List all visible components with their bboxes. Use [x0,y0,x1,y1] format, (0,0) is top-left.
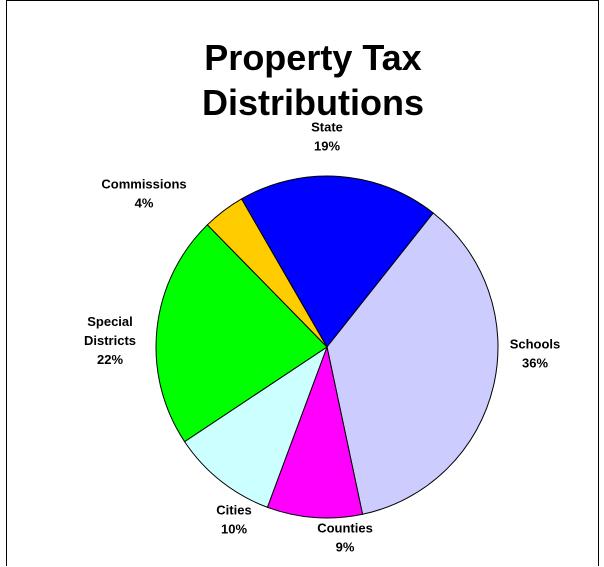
slice-name: Schools [510,337,561,352]
slice-percent: 19% [314,139,340,154]
slice-percent: 9% [336,540,355,555]
slice-name: Special [87,314,133,329]
slice-label-schools: Schools 36% [510,337,561,371]
chart-title-line-2: Distributions [202,82,424,123]
pie-slice-schools [326,212,499,515]
slice-label-special-districts: Special Districts 22% [84,314,136,367]
slice-name: Cities [216,503,251,518]
slice-name: State [311,120,343,135]
slice-name: Commissions [101,177,186,192]
pie-slice-counties [266,345,364,519]
slice-percent: 36% [522,356,548,371]
slice-percent: 10% [221,522,247,537]
pie-slice-state [240,175,434,348]
slice-label-cities: Cities 10% [216,503,251,537]
pie-slice-cities [183,345,329,508]
slice-label-state: State 19% [311,120,343,154]
pie-slices [155,175,499,519]
slice-name: Districts [84,333,136,348]
slice-name: Counties [317,521,373,536]
slice-percent: 4% [135,196,154,211]
pie-slice-commissions [206,198,328,348]
chart-title-line-1: Property Tax [204,37,421,78]
pie-slice-special-districts [155,224,328,443]
slice-labels: State 19% Schools 36% Counties 9% Cities 10% Spe… [84,120,560,555]
slice-label-commissions: Commissions 4% [101,177,186,211]
slice-label-counties: Counties 9% [317,521,373,555]
slice-percent: 22% [97,352,123,367]
